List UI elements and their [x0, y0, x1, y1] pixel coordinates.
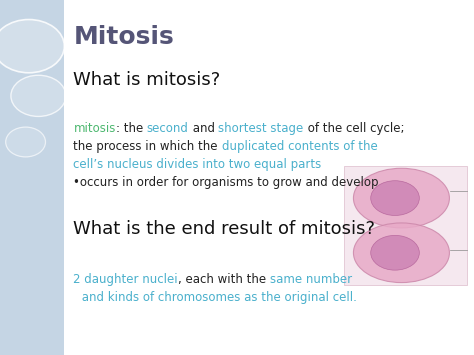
Text: What is mitosis?: What is mitosis?	[73, 71, 221, 89]
Ellipse shape	[354, 168, 449, 228]
Text: same number: same number	[270, 273, 352, 286]
Text: duplicated contents of the: duplicated contents of the	[222, 140, 377, 153]
FancyBboxPatch shape	[344, 166, 467, 285]
Text: shortest stage: shortest stage	[219, 122, 304, 136]
Text: and kinds of chromosomes as the original cell.: and kinds of chromosomes as the original…	[78, 291, 357, 304]
Text: Mitosis: Mitosis	[73, 25, 174, 49]
Ellipse shape	[354, 223, 449, 283]
Ellipse shape	[371, 181, 419, 215]
Text: and: and	[189, 122, 219, 136]
Circle shape	[0, 20, 64, 73]
Text: cell’s nucleus divides into two equal parts: cell’s nucleus divides into two equal pa…	[73, 158, 322, 171]
Circle shape	[6, 127, 46, 157]
Text: : the: : the	[116, 122, 147, 136]
Text: second: second	[147, 122, 189, 136]
Text: the process in which the: the process in which the	[73, 140, 222, 153]
Text: •occurs in order for organisms to grow and develop: •occurs in order for organisms to grow a…	[73, 176, 379, 189]
Bar	[0, 0, 64, 355]
Text: , each with the: , each with the	[178, 273, 270, 286]
Text: What is the end result of mitosis?: What is the end result of mitosis?	[73, 220, 375, 238]
Text: mitosis: mitosis	[73, 122, 116, 136]
Text: 2 daughter nuclei: 2 daughter nuclei	[73, 273, 178, 286]
Text: of the cell cycle;: of the cell cycle;	[304, 122, 404, 136]
Circle shape	[11, 75, 66, 116]
Ellipse shape	[371, 235, 419, 270]
